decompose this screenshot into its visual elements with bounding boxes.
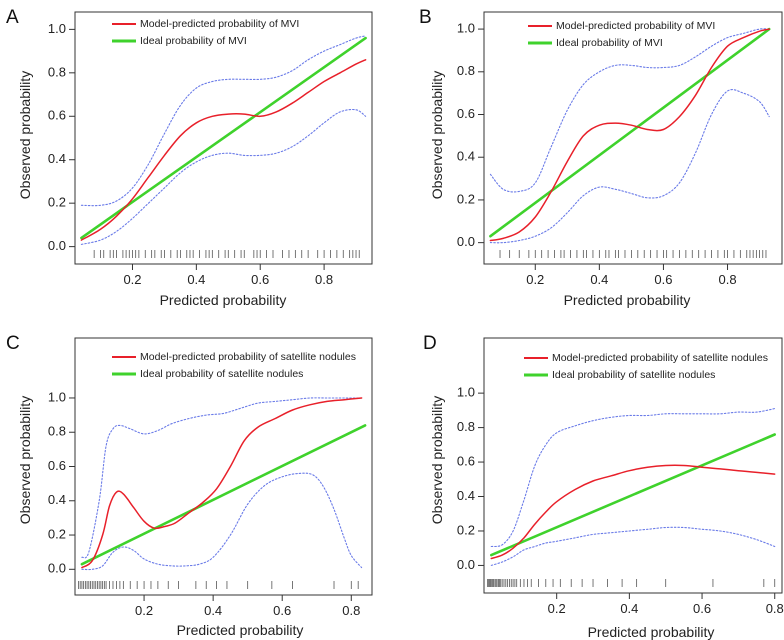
x-tick-label: 0.4 [187, 272, 205, 287]
model-calibration-curve [81, 397, 363, 569]
y-tick-label: 0.0 [457, 557, 475, 572]
y-tick-label: 1.0 [48, 21, 66, 36]
legend: Model-predicted probability of MVI Ideal … [528, 20, 715, 49]
y-tick-label: 0.4 [48, 151, 66, 166]
x-tick-label: 0.8 [766, 601, 784, 616]
chart-panel-b: B 0.0 0.2 0.4 0.6 0.8 1.0 0.2 0.4 0.6 0.8 Predicted… [419, 7, 783, 308]
lower-confidence-line [80, 108, 367, 245]
chart-panel-a: A 0.0 0.2 0.4 0.6 0.8 1.0 0.2 0.4 0.6 0.8 Predicted… [6, 7, 373, 308]
y-axis-title: Observed probability [429, 71, 445, 199]
ideal-calibration-line [80, 36, 367, 240]
x-axis-title: Predicted probability [588, 624, 715, 640]
lower-confidence-line [490, 526, 776, 566]
panel-letter-b: B [419, 7, 432, 28]
upper-confidence-line [489, 28, 770, 193]
chart-panel-c: C 0.0 0.2 0.4 0.6 0.8 1.0 0.2 0.4 0.6 0.8 Predicted… [6, 333, 373, 638]
legend-label: Model-predicted probability of MVI [556, 20, 715, 32]
y-tick-label: 0.6 [457, 106, 475, 121]
x-tick-label: 0.4 [204, 603, 222, 618]
y-tick-label: 0.2 [48, 195, 66, 210]
x-tick-label: 0.6 [251, 272, 269, 287]
y-tick-label: 0.0 [48, 561, 66, 576]
y-tick-label: 0.8 [457, 419, 475, 434]
x-tick-label: 0.2 [548, 601, 566, 616]
x-axis-title: Predicted probability [564, 292, 691, 308]
y-tick-label: 1.0 [48, 389, 66, 404]
y-tick-label: 0.6 [48, 458, 66, 473]
y-tick-label: 0.4 [457, 488, 475, 503]
y-tick-label: 0.0 [48, 238, 66, 253]
legend: Model-predicted probability of satellite… [524, 352, 768, 381]
plot-frame [483, 11, 783, 265]
x-tick-label: 0.4 [620, 601, 638, 616]
legend-label: Ideal probability of MVI [140, 35, 247, 47]
x-tick-label: 0.6 [693, 601, 711, 616]
upper-confidence-line [81, 397, 363, 559]
y-tick-label: 0.6 [457, 453, 475, 468]
upper-confidence-line [80, 35, 367, 207]
x-axis-title: Predicted probability [177, 622, 304, 638]
y-tick-label: 0.2 [457, 522, 475, 537]
x-tick-label: 0.8 [315, 272, 333, 287]
y-tick-label: 0.6 [48, 108, 66, 123]
y-tick-label: 0.8 [457, 63, 475, 78]
legend-label: Ideal probability of MVI [556, 37, 663, 49]
ideal-calibration-line [490, 433, 776, 557]
legend-label: Ideal probability of satellite nodules [552, 369, 715, 381]
x-tick-label: 0.2 [135, 603, 153, 618]
y-tick-label: 0.8 [48, 424, 66, 439]
x-axis-title: Predicted probability [160, 292, 287, 308]
x-tick-label: 0.6 [273, 603, 291, 618]
panel-letter-a: A [6, 7, 19, 28]
y-axis-title: Observed probability [17, 396, 33, 524]
chart-panel-d: D 0.0 0.2 0.4 0.6 0.8 1.0 0.2 0.4 0.6 0.8 Predicted… [423, 333, 784, 640]
y-tick-label: 0.0 [457, 234, 475, 249]
plot-frame [74, 11, 373, 265]
lower-confidence-line [489, 89, 770, 244]
x-tick-label: 0.2 [123, 272, 141, 287]
x-tick-label: 0.8 [718, 272, 736, 287]
ideal-calibration-line [80, 424, 367, 566]
x-tick-label: 0.2 [526, 272, 544, 287]
y-tick-label: 0.4 [457, 149, 475, 164]
legend-label: Ideal probability of satellite nodules [140, 368, 303, 380]
legend: Model-predicted probability of MVI Ideal … [112, 18, 299, 47]
lower-confidence-line [81, 472, 363, 571]
x-tick-label: 0.8 [342, 603, 360, 618]
plot-frame [483, 337, 783, 594]
y-tick-label: 0.2 [48, 526, 66, 541]
y-axis-title: Observed probability [429, 396, 445, 524]
y-tick-label: 0.4 [48, 492, 66, 507]
y-axis-title: Observed probability [17, 71, 33, 199]
legend: Model-predicted probability of satellite… [112, 351, 356, 380]
y-tick-label: 1.0 [457, 385, 475, 400]
model-calibration-curve [490, 464, 776, 560]
model-calibration-curve [489, 28, 770, 242]
y-tick-label: 1.0 [457, 21, 475, 36]
y-tick-label: 0.8 [48, 64, 66, 79]
legend-label: Model-predicted probability of satellite… [140, 351, 356, 363]
panel-letter-c: C [6, 333, 20, 354]
panel-letter-d: D [423, 333, 437, 354]
y-tick-label: 0.2 [457, 191, 475, 206]
model-calibration-curve [80, 59, 367, 241]
ideal-calibration-line [489, 27, 771, 238]
legend-label: Model-predicted probability of MVI [140, 18, 299, 30]
x-tick-label: 0.6 [654, 272, 672, 287]
legend-label: Model-predicted probability of satellite… [552, 352, 768, 364]
x-tick-label: 0.4 [590, 272, 608, 287]
